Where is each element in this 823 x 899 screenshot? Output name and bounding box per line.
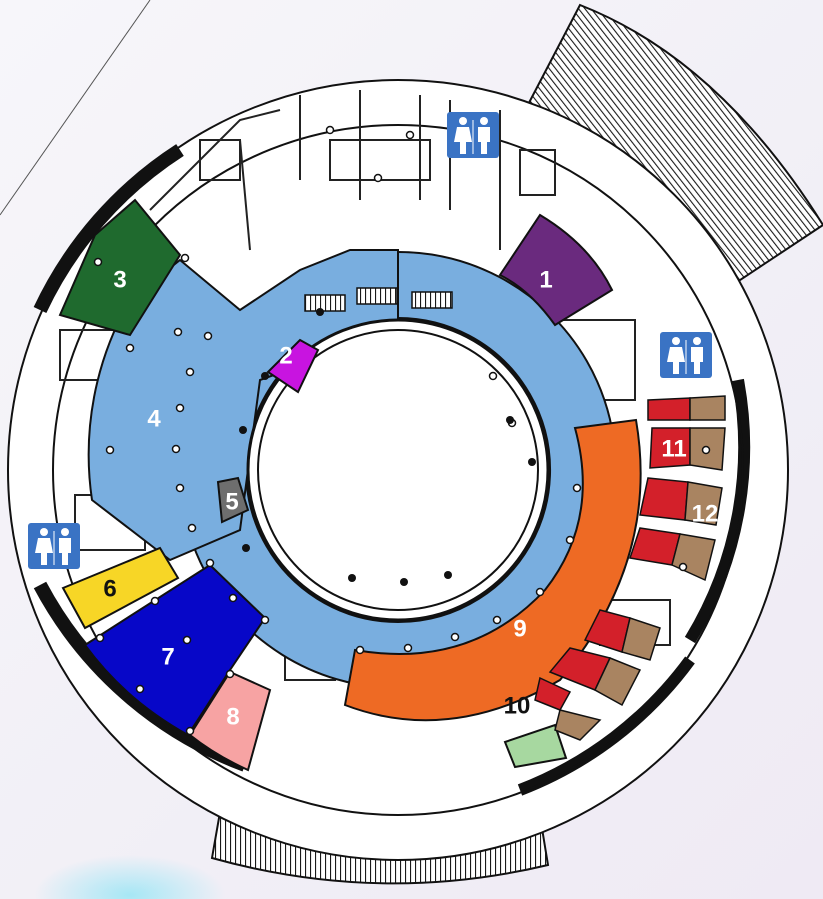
zone-9-area[interactable] xyxy=(343,418,642,722)
zone-2-label: 2 xyxy=(279,342,292,369)
zone-1-area[interactable] xyxy=(498,213,614,327)
zone-8-label: 8 xyxy=(226,703,239,730)
zone-2-area[interactable] xyxy=(266,338,320,394)
zone-3-label: 3 xyxy=(113,266,126,293)
zone-4-label: 4 xyxy=(147,405,161,432)
inner-seating xyxy=(304,287,453,312)
zone-11-label: 11 xyxy=(661,435,686,462)
zone-1-label: 1 xyxy=(539,266,552,293)
inner-ring-markers xyxy=(239,308,536,586)
zone-12-label: 12 xyxy=(692,500,719,527)
zone-5-label: 5 xyxy=(225,488,238,515)
zone-labels: 1 2 3 4 5 6 7 8 9 10 11 12 xyxy=(103,266,718,730)
zone-10-label: 10 xyxy=(504,692,531,719)
zone-5-area[interactable] xyxy=(216,476,250,524)
zone-10-area[interactable] xyxy=(503,723,568,769)
zone-3-area[interactable] xyxy=(58,198,182,337)
zones-layer xyxy=(58,198,726,772)
service-rooms xyxy=(59,90,671,681)
inner-court xyxy=(246,318,550,622)
background-glow xyxy=(35,855,225,899)
background-diagonal-line xyxy=(0,0,151,216)
zone-7-label: 7 xyxy=(161,643,174,670)
zone-6-label: 6 xyxy=(103,575,116,602)
restroom-icon[interactable] xyxy=(660,332,712,378)
restroom-icon[interactable] xyxy=(28,523,80,569)
zone-9-label: 9 xyxy=(513,615,526,642)
zone-8-area[interactable] xyxy=(188,670,272,772)
zone-6-area[interactable] xyxy=(61,546,180,630)
restroom-icon[interactable] xyxy=(447,112,499,158)
